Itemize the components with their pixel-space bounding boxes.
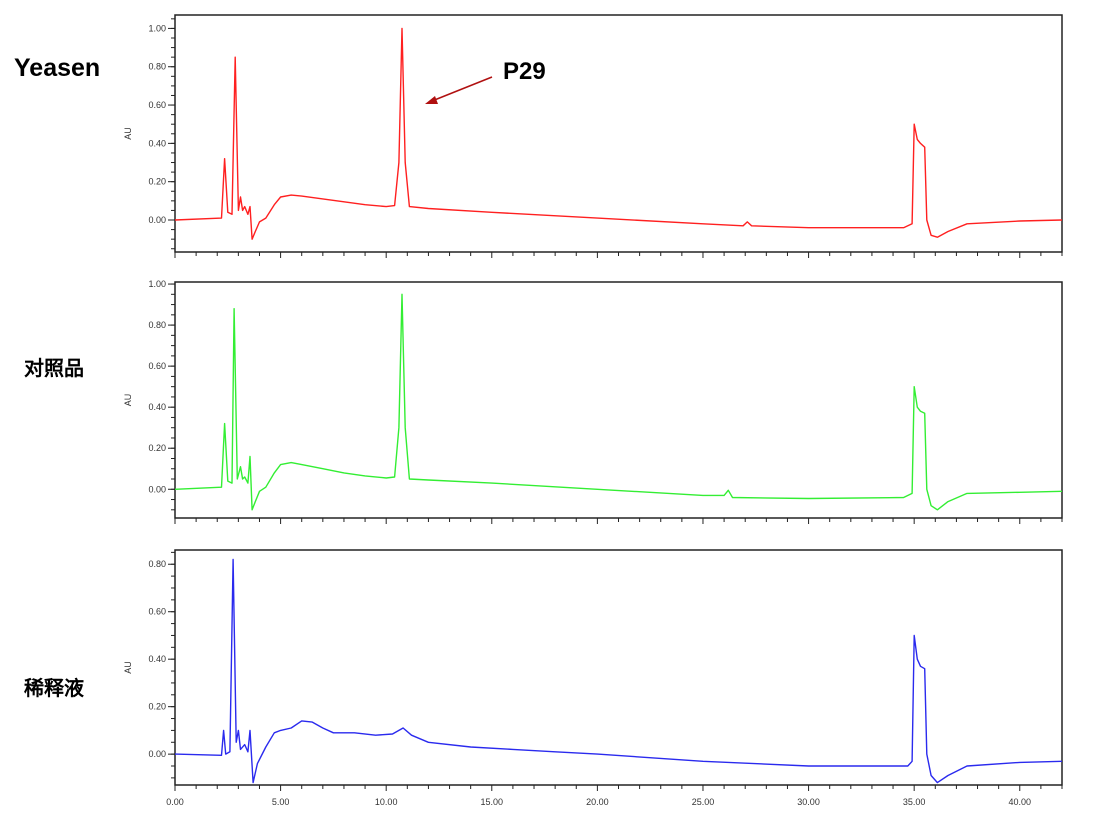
x-tick-label: 25.00 bbox=[692, 797, 715, 807]
panel-label-yeasen: Yeasen bbox=[14, 54, 101, 82]
y-tick-label: 0.40 bbox=[148, 402, 166, 412]
y-tick-label: 0.20 bbox=[148, 177, 166, 187]
trace-reference bbox=[174, 293, 1063, 511]
y-tick-label: 0.40 bbox=[148, 654, 166, 664]
trace-diluent bbox=[174, 558, 1063, 784]
x-tick-label: 5.00 bbox=[272, 797, 290, 807]
plot-frame bbox=[174, 281, 1063, 519]
panel-Yeasen: 0.00 0.20 0.40 0.60 0.80 1.00 AU bbox=[123, 14, 1063, 258]
panel-diluent: 0.00 0.20 0.40 0.60 0.80 AU 0.00 5.00 10.00 15.00… bbox=[123, 549, 1063, 807]
y-tick-label: 0.80 bbox=[148, 62, 166, 72]
peak-annotation-p29: P29 bbox=[503, 58, 546, 85]
y-tick-label: 0.80 bbox=[148, 559, 166, 569]
x-tick-label: 30.00 bbox=[797, 797, 820, 807]
x-tick-label: 0.00 bbox=[166, 797, 184, 807]
y-tick-label: 0.20 bbox=[148, 443, 166, 453]
panel-label-reference: 对照品 bbox=[24, 356, 84, 380]
y-tick-label: 0.00 bbox=[148, 749, 166, 759]
x-tick-label: 10.00 bbox=[375, 797, 398, 807]
y-tick-label: 1.00 bbox=[148, 279, 166, 289]
annotation-arrow-line bbox=[431, 76, 493, 102]
x-tick-label: 35.00 bbox=[903, 797, 926, 807]
y-tick-label: 0.00 bbox=[148, 215, 166, 225]
plot-frame bbox=[174, 14, 1063, 253]
panel-reference: 0.00 0.20 0.40 0.60 0.80 1.00 AU bbox=[123, 279, 1063, 524]
y-axis-label: AU bbox=[123, 394, 133, 407]
y-tick-label: 0.40 bbox=[148, 138, 166, 148]
annotation-arrow-head bbox=[425, 96, 438, 104]
x-tick-label: 20.00 bbox=[586, 797, 609, 807]
y-tick-label: 1.00 bbox=[148, 23, 166, 33]
y-tick-label: 0.20 bbox=[148, 702, 166, 712]
panel-label-diluent: 稀释液 bbox=[24, 676, 84, 700]
x-tick-label: 40.00 bbox=[1008, 797, 1031, 807]
y-axis-label: AU bbox=[123, 127, 133, 140]
y-tick-label: 0.00 bbox=[148, 484, 166, 494]
y-tick-label: 0.60 bbox=[148, 100, 166, 110]
plot-frame bbox=[174, 549, 1063, 786]
y-axis-label: AU bbox=[123, 661, 133, 674]
trace-Yeasen bbox=[174, 27, 1063, 240]
y-tick-label: 0.60 bbox=[148, 361, 166, 371]
y-tick-label: 0.60 bbox=[148, 607, 166, 617]
y-tick-label: 0.80 bbox=[148, 320, 166, 330]
x-tick-label: 15.00 bbox=[481, 797, 504, 807]
